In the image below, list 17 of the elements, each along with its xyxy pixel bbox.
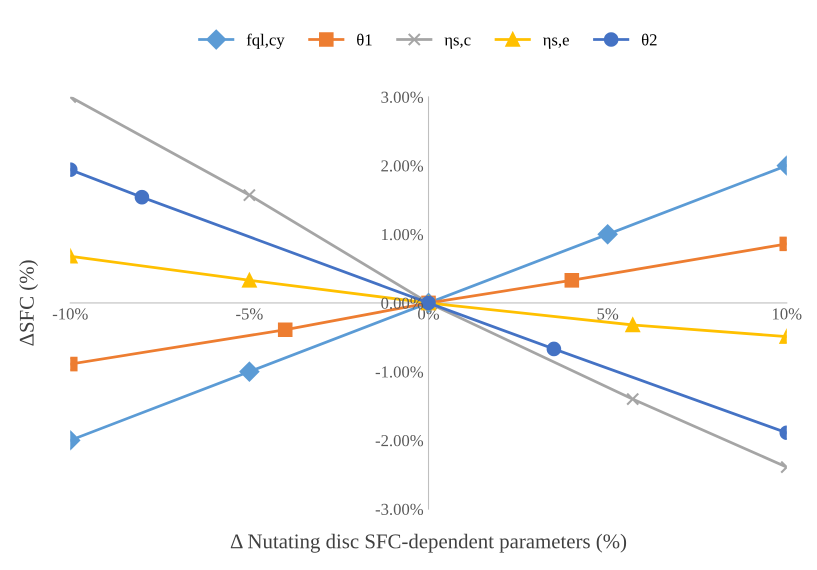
y-tick-label: 3.00% — [381, 92, 424, 103]
legend-label: ηs,e — [542, 37, 569, 49]
y-tick-label: -1.00% — [376, 366, 424, 378]
y-tick-label: 2.00% — [381, 160, 424, 172]
x-tick-label: -10% — [52, 308, 88, 320]
legend-label: θ2 — [642, 34, 657, 46]
y-axis-title: ΔSFC (%) — [19, 260, 38, 346]
y-tick-label: -3.00% — [376, 504, 424, 516]
x-tick-label: -5% — [236, 308, 263, 320]
y-tick-label: 1.00% — [382, 228, 424, 240]
legend-label: θ1 — [357, 34, 372, 46]
legend-label: fql,cy — [246, 34, 285, 49]
x-axis-title: Δ Nutating disc SFC-dependent parameters (%) — [230, 534, 626, 553]
x-tick-label: 5% — [598, 308, 618, 320]
y-tick-label: -2.00% — [376, 435, 424, 446]
x-tick-label: 10% — [772, 308, 802, 320]
legend-label: ηs,c — [444, 37, 471, 49]
